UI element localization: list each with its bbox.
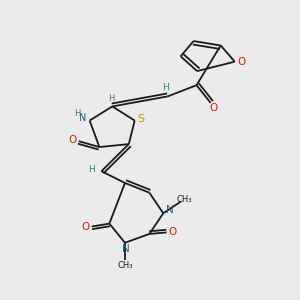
Text: H: H <box>88 165 95 174</box>
Text: CH₃: CH₃ <box>176 195 192 204</box>
Text: H: H <box>162 83 169 92</box>
Text: H: H <box>108 94 114 103</box>
Text: N: N <box>80 113 87 123</box>
Text: O: O <box>237 57 245 67</box>
Text: H: H <box>74 109 80 118</box>
Text: O: O <box>169 227 177 237</box>
Text: N: N <box>166 206 174 215</box>
Text: O: O <box>209 103 217 113</box>
Text: CH₃: CH₃ <box>118 261 133 270</box>
Text: O: O <box>81 222 89 232</box>
Text: O: O <box>69 135 77 145</box>
Text: S: S <box>138 114 145 124</box>
Text: N: N <box>122 244 129 254</box>
